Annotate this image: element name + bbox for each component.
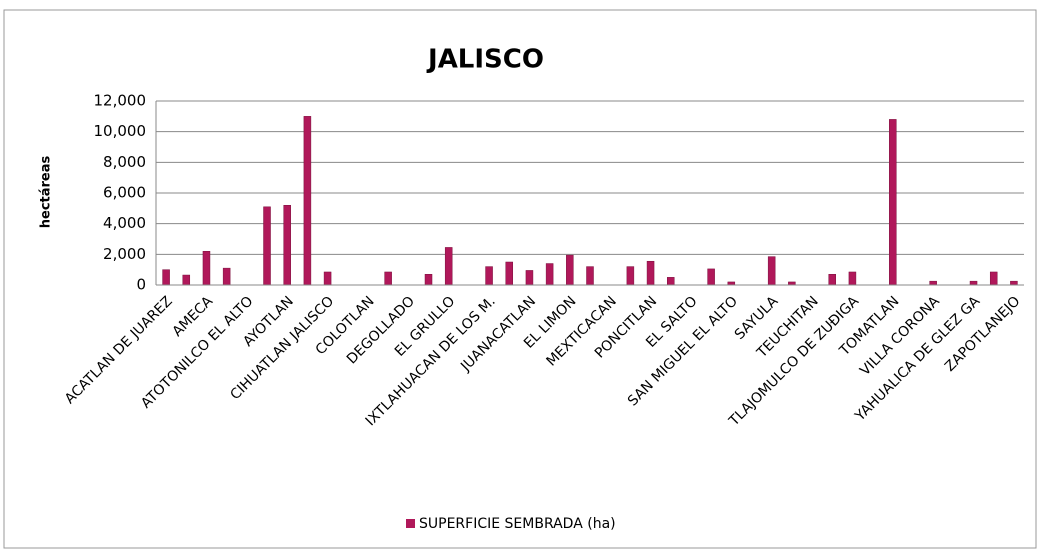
bar — [666, 277, 675, 286]
y-tick-label: 0 — [136, 276, 146, 294]
y-axis-label: hectáreas — [39, 155, 54, 228]
bar — [162, 269, 170, 286]
bar — [444, 247, 453, 286]
y-tick-label: 10,000 — [94, 122, 147, 140]
y-tick-label: 2,000 — [103, 245, 146, 263]
bar — [646, 260, 655, 286]
bar — [283, 205, 291, 286]
bar — [545, 263, 554, 286]
bar — [303, 116, 312, 286]
bar — [505, 261, 514, 286]
bar — [767, 256, 776, 286]
legend-swatch — [406, 519, 415, 528]
bar — [626, 266, 635, 286]
bar — [889, 119, 897, 286]
y-tick-label: 4,000 — [103, 214, 146, 232]
bar — [485, 266, 493, 286]
bar — [384, 271, 392, 286]
bar — [586, 266, 594, 286]
chart-title: JALISCO — [426, 45, 544, 75]
y-tick-label: 8,000 — [103, 153, 146, 171]
chart-frame — [3, 9, 1037, 549]
bar — [828, 274, 836, 286]
y-tick-label: 6,000 — [103, 184, 146, 202]
bar — [323, 271, 332, 286]
bar — [969, 280, 978, 286]
legend-label: SUPERFICIE SEMBRADA (ha) — [419, 516, 616, 532]
bar — [263, 206, 271, 286]
bar — [525, 270, 534, 286]
bar — [1010, 280, 1018, 286]
bar — [989, 271, 998, 286]
bar — [707, 268, 715, 286]
bar — [848, 271, 857, 286]
bar — [566, 254, 574, 286]
bar — [202, 251, 211, 286]
bar — [424, 274, 433, 286]
y-tick-label: 12,000 — [94, 92, 147, 110]
bar — [222, 267, 231, 286]
bar — [182, 274, 191, 286]
bar — [929, 280, 937, 286]
